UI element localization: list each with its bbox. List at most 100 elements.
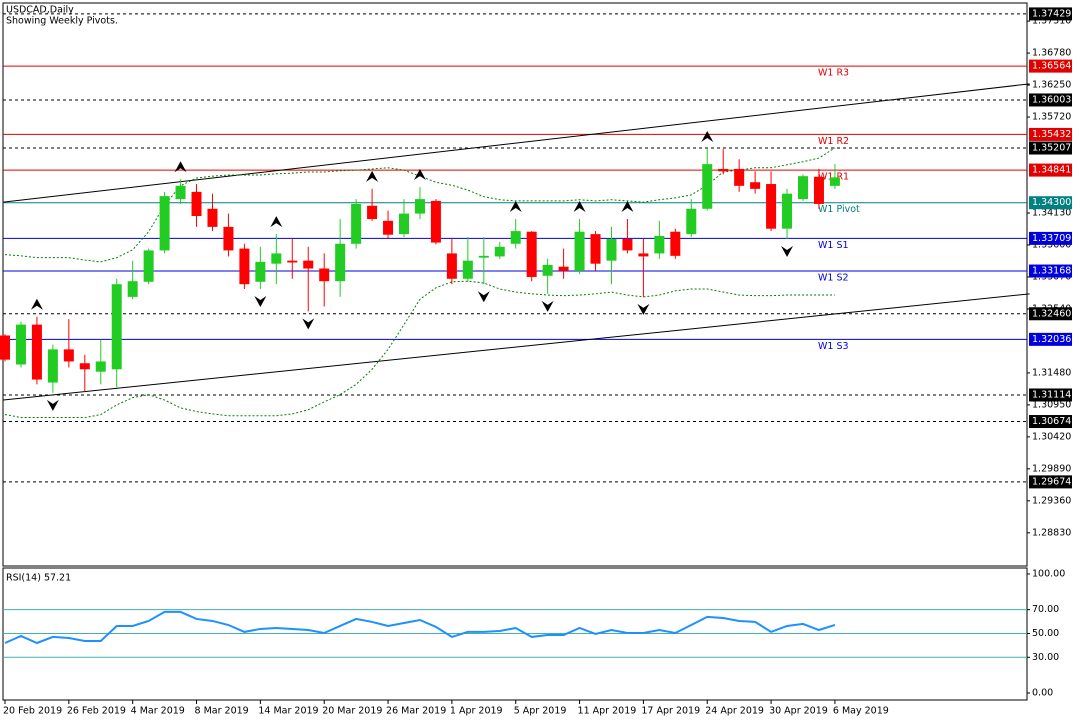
level-price-label: 1.34841 [1032,165,1071,176]
y-tick-label: 1.33600 [1032,239,1071,250]
level-name: W1 S2 [818,273,849,284]
x-tick-label: 4 Mar 2019 [131,706,185,717]
y-tick-label: 1.30420 [1032,431,1071,442]
candle-body [734,168,745,186]
candle-body [686,208,697,235]
candle-body [829,177,840,186]
x-tick-label: 5 Apr 2019 [514,706,567,717]
candle-body [622,238,633,251]
candle-body [191,191,202,217]
x-tick-label: 20 Feb 2019 [3,706,62,717]
y-tick-label: 1.37310 [1032,16,1071,27]
level-price-box [1029,196,1072,210]
level-price-box [1029,231,1072,245]
rsi-panel [2,567,1028,701]
x-tick-label: 8 Mar 2019 [195,706,249,717]
fractal-up [270,216,283,228]
y-tick-label: 1.36250 [1032,80,1071,91]
fractal-up [413,169,426,181]
y-tick-label: 1.29890 [1032,463,1071,474]
level-price-box [1029,307,1072,321]
fractal-down [46,399,59,411]
level-price-label: 1.31114 [1032,389,1071,400]
candle-body [494,246,505,257]
level-price-box [1029,59,1072,73]
candle-body [399,213,409,235]
x-tick-label: 26 Feb 2019 [67,706,126,717]
candle-body [255,261,266,282]
candle-body [159,196,170,251]
y-tick-label: 1.31480 [1032,367,1071,378]
level-price-label: 1.33709 [1032,233,1071,244]
trend-line [3,83,1030,203]
band-line [4,280,835,419]
rsi-title: RSI(14) 57.21 [6,573,71,584]
level-name: W1 R2 [818,136,849,147]
band-line [4,147,836,263]
candle-body [478,255,489,258]
x-tick-label: 11 Apr 2019 [578,706,637,717]
candle-body [766,184,777,229]
x-tick-label: 14 Mar 2019 [258,706,318,717]
candle-body [111,284,122,370]
rsi-line [4,610,836,645]
level-price-box [1029,141,1072,155]
price-panel [2,2,1028,567]
candle-body [574,231,585,271]
fractal-up [573,201,586,213]
candle-body [223,226,234,251]
y-tick-label: 70.00 [1032,604,1059,615]
candle-body [0,335,10,360]
candle-body [606,238,617,261]
y-tick-label: 1.29360 [1032,495,1071,506]
level-price-label: 1.34300 [1032,197,1071,208]
candle-body [351,203,362,244]
candle-body [414,199,425,214]
y-tick-label: 100.00 [1032,568,1065,579]
fractal-up [366,170,379,182]
level-price-label: 1.33168 [1032,266,1071,277]
candle-body [207,208,218,227]
fractal-up [174,161,187,173]
level-price-label: 1.35207 [1032,143,1071,154]
level-name: W1 R3 [818,68,849,79]
candle-body [638,253,649,257]
candle-body [95,361,106,372]
level-name: W1 R1 [818,172,849,183]
x-tick-label: 24 Apr 2019 [705,706,764,717]
fractal-up [509,201,522,213]
level-price-box [1029,93,1072,107]
x-tick-label: 20 Mar 2019 [322,706,382,717]
level-price-box [1029,7,1072,21]
level-price-label: 1.35432 [1032,129,1071,140]
candle-body [590,234,601,264]
level-price-label: 1.29674 [1032,476,1071,487]
candle-body [430,200,441,243]
level-price-box [1029,388,1072,402]
level-price-box [1029,127,1072,141]
fractal-up [701,131,714,143]
candle-body [702,164,713,209]
fractal-down [541,300,554,312]
candle-body [798,176,808,200]
candle-body [446,253,457,279]
candle-body [542,264,553,276]
level-price-label: 1.36003 [1032,94,1071,105]
candle-body [367,205,378,220]
candle-body [654,235,665,254]
level-price-box [1029,264,1072,278]
level-price-box [1029,163,1072,177]
y-tick-label: 1.28830 [1032,527,1071,538]
candle-body [271,253,282,264]
fractal-up [621,201,634,213]
y-tick-label: 1.34130 [1032,207,1071,218]
fractal-down [637,303,650,315]
x-tick-label: 26 Mar 2019 [386,706,446,717]
fractal-down [781,245,794,257]
chart-subtitle: Showing Weekly Pivots. [6,16,118,27]
candle-body [303,260,314,269]
candle-body [63,349,74,362]
